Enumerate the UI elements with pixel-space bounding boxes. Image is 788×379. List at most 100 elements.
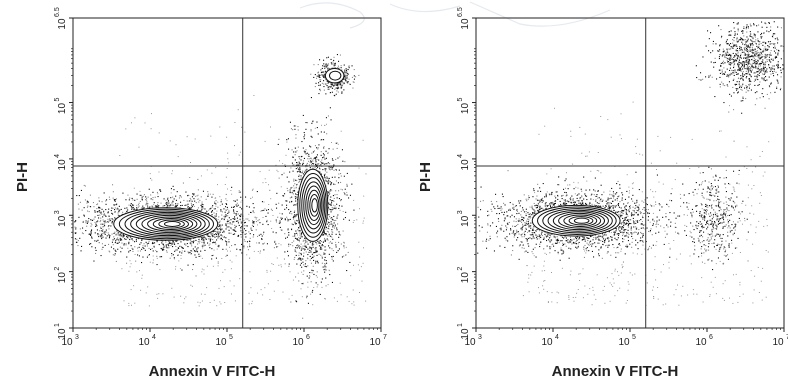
event-dot [333,227,335,229]
event-dot [321,278,323,280]
event-dot [293,125,295,127]
event-dot [153,204,155,206]
event-dot [203,269,205,271]
event-dot [141,238,143,240]
event-dot [100,219,102,221]
event-dot [522,223,524,225]
event-dot [335,244,337,246]
event-dot [158,244,160,246]
event-dot [224,217,226,219]
event-dot [238,154,240,156]
x-tick-label: 10 [215,337,227,348]
event-dot [187,195,189,197]
event-dot [166,250,168,252]
event-dot [220,234,222,236]
event-dot [130,245,132,247]
event-dot [128,241,130,243]
event-dot [105,229,107,231]
event-dot [334,226,336,228]
event-dot [138,255,140,257]
event-dot [111,207,113,209]
event-dot [322,157,324,159]
event-dot [126,207,128,209]
event-dot [363,247,364,249]
event-dot [135,240,137,242]
event-dot [309,249,311,251]
event-dot [593,256,595,258]
event-dot [607,244,609,246]
event-dot [285,237,287,239]
contour-line [118,208,215,240]
event-dot [298,170,300,172]
event-dot [216,235,218,237]
event-dot [188,207,190,209]
event-dot [219,225,221,227]
event-dot [291,149,293,151]
event-dot [530,234,532,236]
event-dot [339,282,341,284]
event-dot [146,201,148,203]
event-dot [115,239,117,241]
event-dot [243,239,245,241]
event-dot [340,181,342,183]
event-dot [312,167,314,169]
event-dot [227,158,229,160]
event-dot [325,163,327,165]
event-dot [173,257,175,259]
event-dot [161,256,163,258]
event-dot [292,279,294,281]
event-dot [325,234,327,236]
event-dot [288,263,290,265]
event-dot [313,259,315,261]
event-dot [561,198,563,200]
event-dot [233,221,235,223]
x-tick-exponent: 4 [152,334,156,341]
event-dot [215,213,217,215]
event-dot [334,194,336,196]
event-dot [346,78,348,80]
event-dot [631,235,633,237]
event-dot [244,131,246,133]
event-dot [77,245,79,247]
event-dot [173,242,175,244]
event-dot [228,232,230,234]
event-dot [176,240,178,242]
event-dot [121,235,123,237]
event-dot [269,189,271,191]
event-dot [108,228,110,230]
event-dot [217,262,219,264]
event-dot [264,242,265,244]
event-dot [288,232,290,234]
event-dot [296,263,298,265]
event-dot [263,231,265,233]
event-dot [301,296,303,298]
event-dot [220,237,222,239]
event-dot [336,227,338,229]
event-dot [335,87,337,89]
watermark [299,1,611,29]
event-dot [159,189,161,191]
event-dot [211,255,213,257]
event-dot [250,228,252,230]
event-dot [117,208,119,210]
event-dot [131,197,133,199]
event-dot [635,171,637,173]
event-dot [108,243,110,245]
event-dot [180,255,182,256]
event-dot [119,155,121,156]
event-dot [528,226,530,228]
event-dot [300,262,302,264]
event-dot [201,241,203,243]
event-dot [119,238,121,240]
event-dot [565,178,567,180]
event-dot [328,225,330,227]
event-dot [215,215,217,217]
event-dot [217,219,219,220]
event-dot [190,242,192,244]
event-dot [304,134,306,136]
event-dot [140,194,142,196]
event-dot [102,233,104,235]
event-dot [289,201,291,203]
event-dot [192,248,194,250]
event-dot [200,210,202,212]
